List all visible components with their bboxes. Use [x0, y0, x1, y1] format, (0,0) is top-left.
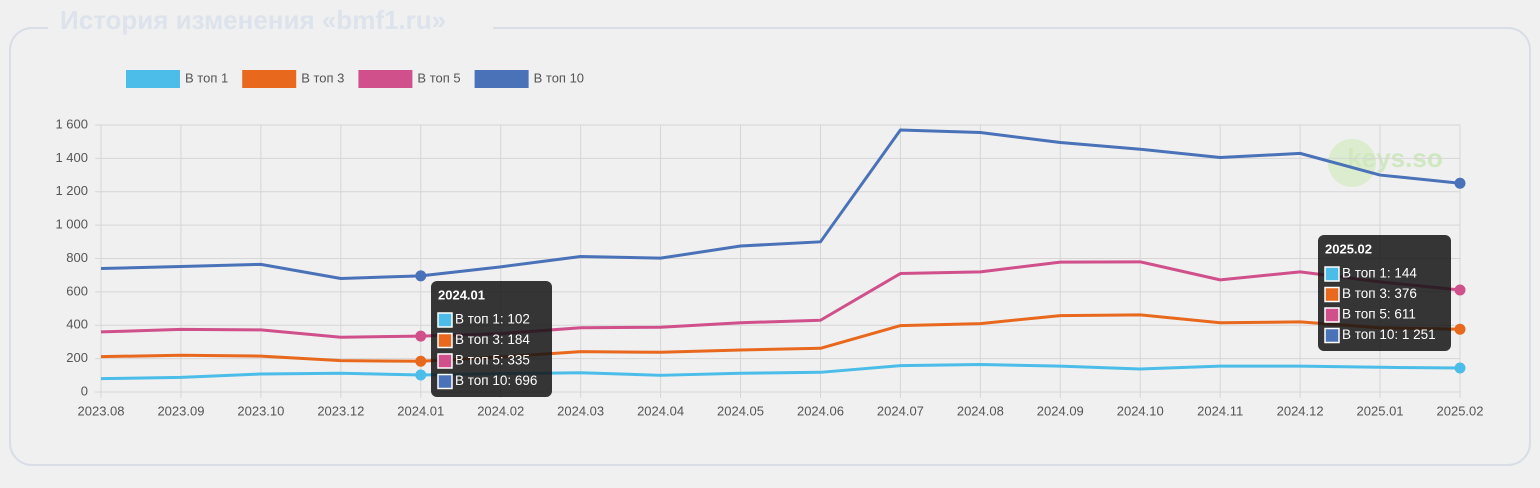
tooltip-swatch [437, 312, 453, 328]
x-tick-label: 2024.11 [1197, 403, 1243, 418]
y-tick-label: 600 [66, 283, 88, 298]
legend-label[interactable]: В топ 10 [534, 70, 584, 85]
panel-border [9, 27, 1531, 466]
series-line [100, 128, 1461, 281]
legend-swatch [474, 70, 529, 88]
x-tick-label: 2023.12 [317, 403, 364, 418]
tooltip-row: В топ 3: 376 [1342, 286, 1417, 301]
legend-swatch [358, 70, 413, 88]
hover-point [415, 330, 427, 342]
tooltip-row: В топ 3: 184 [455, 332, 530, 347]
y-tick-label: 1 600 [55, 116, 88, 131]
hover-point [1454, 284, 1466, 296]
hover-point [415, 270, 427, 282]
x-tick-label: 2023.10 [237, 403, 284, 418]
x-tick-label: 2024.08 [957, 403, 1004, 418]
x-tick-label: 2024.02 [477, 403, 524, 418]
y-tick-label: 200 [66, 350, 88, 365]
x-tick-label: 2024.12 [1277, 403, 1324, 418]
y-tick-label: 1 000 [55, 217, 88, 232]
y-tick-label: 800 [66, 250, 88, 265]
tooltip-swatch [437, 353, 453, 369]
series-line [100, 362, 1461, 381]
x-tick-label: 2023.08 [78, 403, 125, 418]
tooltip-swatch [437, 332, 453, 349]
x-tick-label: 2024.10 [1117, 403, 1164, 418]
tooltip-row: В топ 10: 696 [455, 373, 537, 388]
tooltip-swatch [1324, 327, 1340, 344]
legend-label[interactable]: В топ 1 [185, 70, 228, 85]
y-tick-label: 1 400 [55, 150, 88, 165]
y-tick-label: 1 200 [55, 183, 88, 198]
legend-swatch [126, 70, 180, 88]
tooltip-title: 2024.01 [438, 287, 485, 302]
x-tick-label: 2024.03 [557, 403, 604, 418]
hover-point [1454, 177, 1466, 189]
y-tick-label: 0 [81, 383, 88, 398]
tooltip-row: В топ 5: 335 [455, 353, 530, 368]
legend-label[interactable]: В топ 5 [417, 70, 460, 85]
tooltip: 2024.01 В топ 1: 102 В топ 3: 184 В топ 5: … [431, 281, 552, 397]
series-line [100, 260, 1461, 339]
tooltip-swatch [1324, 307, 1340, 323]
tooltip-row: В топ 10: 1 251 [1342, 327, 1436, 342]
hover-point [415, 369, 427, 381]
x-tick-label: 2025.02 [1437, 403, 1484, 418]
hover-point [1454, 323, 1466, 335]
x-tick-label: 2024.06 [797, 403, 844, 418]
legend-swatch [242, 70, 297, 88]
x-tick-label: 2024.07 [877, 403, 924, 418]
tooltip-row: В топ 1: 144 [1342, 266, 1417, 281]
tooltip-box [431, 281, 552, 397]
y-tick-label: 400 [66, 317, 88, 332]
watermark-logo [1328, 139, 1376, 187]
legend-label[interactable]: В топ 3 [301, 70, 344, 85]
tooltip: 2025.02 В топ 1: 144 В топ 3: 376 В топ 5: … [1318, 235, 1451, 351]
tooltip-title: 2025.02 [1325, 241, 1372, 256]
tooltip-box [1318, 235, 1451, 351]
panel-title: История изменения «bmf1.ru» [60, 5, 446, 35]
tooltip-swatch [1324, 266, 1340, 282]
tooltip-row: В топ 1: 102 [455, 312, 530, 327]
x-tick-label: 2025.01 [1357, 403, 1404, 418]
x-tick-label: 2024.09 [1037, 403, 1084, 418]
x-tick-label: 2024.04 [637, 403, 684, 418]
series-line [100, 313, 1461, 363]
tooltip-swatch [1324, 286, 1340, 303]
hover-point [415, 355, 427, 367]
title-bg [48, 8, 493, 38]
x-tick-label: 2024.05 [717, 403, 764, 418]
x-tick-label: 2024.01 [397, 403, 444, 418]
tooltip-row: В топ 5: 611 [1342, 307, 1416, 322]
tooltip-swatch [437, 373, 453, 390]
hover-point [1454, 362, 1466, 374]
x-tick-label: 2023.09 [157, 403, 204, 418]
